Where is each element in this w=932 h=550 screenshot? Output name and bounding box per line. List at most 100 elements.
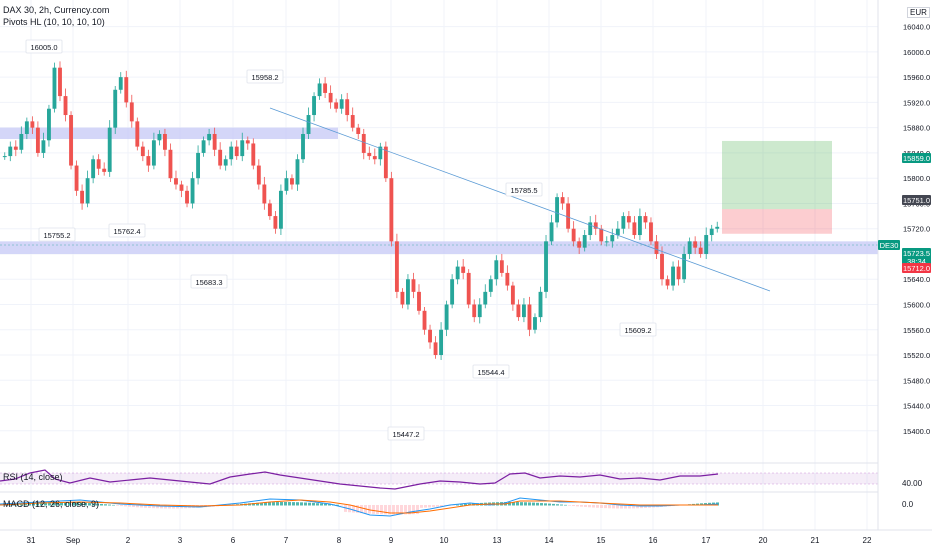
price-tick-label: 15640.0 xyxy=(903,275,930,284)
price-tag: 15712.0 xyxy=(902,263,931,273)
candle-body xyxy=(566,203,571,229)
macd-bar xyxy=(464,504,467,506)
price-tick-label: 15560.0 xyxy=(903,326,930,335)
candle-body xyxy=(85,178,90,204)
candle-body xyxy=(267,203,272,217)
macd-bar xyxy=(700,503,703,506)
macd-bar xyxy=(436,505,439,507)
macd-bar xyxy=(128,505,131,507)
macd-bar xyxy=(32,502,35,506)
candle-body xyxy=(323,83,328,93)
long-position-tool[interactable] xyxy=(722,140,832,234)
macd-legend[interactable]: MACD (12, 26, close, 9) xyxy=(3,499,100,509)
price-tick-label: 15960.0 xyxy=(903,73,930,82)
candle-body xyxy=(262,184,267,204)
pivot-label: 15755.2 xyxy=(38,227,76,242)
time-tick-label: 8 xyxy=(337,536,342,545)
candle-body xyxy=(499,260,504,273)
candle-body xyxy=(24,121,29,134)
candle-body xyxy=(350,115,355,128)
macd-bar xyxy=(376,505,379,515)
macd-bar xyxy=(56,502,59,506)
macd-bar xyxy=(612,505,615,509)
macd-bar xyxy=(308,502,311,506)
price-tag: 15723.5 xyxy=(902,248,931,258)
macd-bar xyxy=(600,505,603,508)
candle-body xyxy=(483,291,488,305)
macd-bar xyxy=(60,502,63,506)
candle-body xyxy=(494,260,499,280)
symbol-legend[interactable]: DAX 30, 2h, Currency.com xyxy=(3,5,110,15)
macd-bar xyxy=(136,505,139,508)
macd-bar xyxy=(324,503,327,506)
macd-bar xyxy=(564,504,567,506)
macd-bar xyxy=(428,505,431,508)
rsi-line xyxy=(0,469,719,490)
rsi-value: 40.00 xyxy=(902,479,923,488)
svg-text:15609.2: 15609.2 xyxy=(624,326,651,335)
candle-body xyxy=(637,216,642,236)
macd-bar xyxy=(28,502,31,506)
macd-bar xyxy=(632,505,635,509)
svg-text:15712.0: 15712.0 xyxy=(903,264,930,273)
candle-body xyxy=(665,279,670,286)
currency-badge[interactable]: EUR xyxy=(907,7,930,18)
svg-text:15859.0: 15859.0 xyxy=(903,154,930,163)
candle-body xyxy=(599,228,604,242)
candle-body xyxy=(306,115,311,134)
candle-body xyxy=(632,222,637,236)
price-tick-label: 15400.0 xyxy=(903,427,930,436)
indicator-legend[interactable]: Pivots HL (10, 10, 10, 10) xyxy=(3,17,105,27)
macd-bar xyxy=(260,502,263,506)
macd-bar xyxy=(560,504,563,506)
macd-bar xyxy=(316,503,319,506)
macd-bar xyxy=(112,504,115,506)
macd-bar xyxy=(160,505,163,509)
macd-bar xyxy=(572,505,575,507)
macd-bar xyxy=(168,505,171,509)
candle-body xyxy=(8,146,13,157)
macd-bar xyxy=(620,505,623,509)
candle-body xyxy=(582,235,587,248)
macd-bar xyxy=(340,505,343,506)
candle-body xyxy=(162,133,167,150)
price-tick-label: 16040.0 xyxy=(903,23,930,32)
stop-zone[interactable] xyxy=(722,209,832,234)
candle-body xyxy=(643,216,648,223)
macd-bar xyxy=(52,502,55,506)
macd-bar xyxy=(164,505,167,509)
macd-bar xyxy=(280,502,283,506)
time-tick-label: 10 xyxy=(440,536,449,545)
support-zone[interactable] xyxy=(0,241,878,254)
candle-body xyxy=(433,342,438,356)
time-axis[interactable]: 31 Sep 2 3 6 7 8 9 10 13 14 15 16 17 20 21 22 xyxy=(27,536,872,545)
macd-bar xyxy=(304,502,307,506)
macd-bar xyxy=(532,502,535,506)
candle-body xyxy=(704,235,709,254)
macd-bar xyxy=(520,502,523,506)
trendline[interactable] xyxy=(269,107,771,292)
time-tick-label: 13 xyxy=(493,536,502,545)
pivot-label: 15785.5 xyxy=(505,182,543,197)
svg-text:DE30: DE30 xyxy=(880,241,899,250)
candle-body xyxy=(234,146,239,157)
macd-bar xyxy=(544,503,547,506)
resistance-zone[interactable] xyxy=(0,127,338,140)
macd-bar xyxy=(380,505,383,515)
macd-bar xyxy=(384,505,387,515)
candle-body xyxy=(488,279,493,292)
target-zone[interactable] xyxy=(722,140,832,210)
candle-body xyxy=(58,67,62,97)
candle-body xyxy=(450,279,455,305)
macd-bar xyxy=(96,503,99,506)
candle-body xyxy=(422,310,427,330)
candle-body xyxy=(2,156,7,158)
price-axis[interactable]: 16040.016000.015960.015920.015880.015840… xyxy=(903,23,930,436)
candle-body xyxy=(35,127,40,153)
candle-body xyxy=(212,133,217,150)
candle-body xyxy=(334,102,339,109)
rsi-legend[interactable]: RSI (14, close) xyxy=(3,472,63,482)
candle-body xyxy=(549,222,554,242)
macd-bar xyxy=(120,505,123,507)
